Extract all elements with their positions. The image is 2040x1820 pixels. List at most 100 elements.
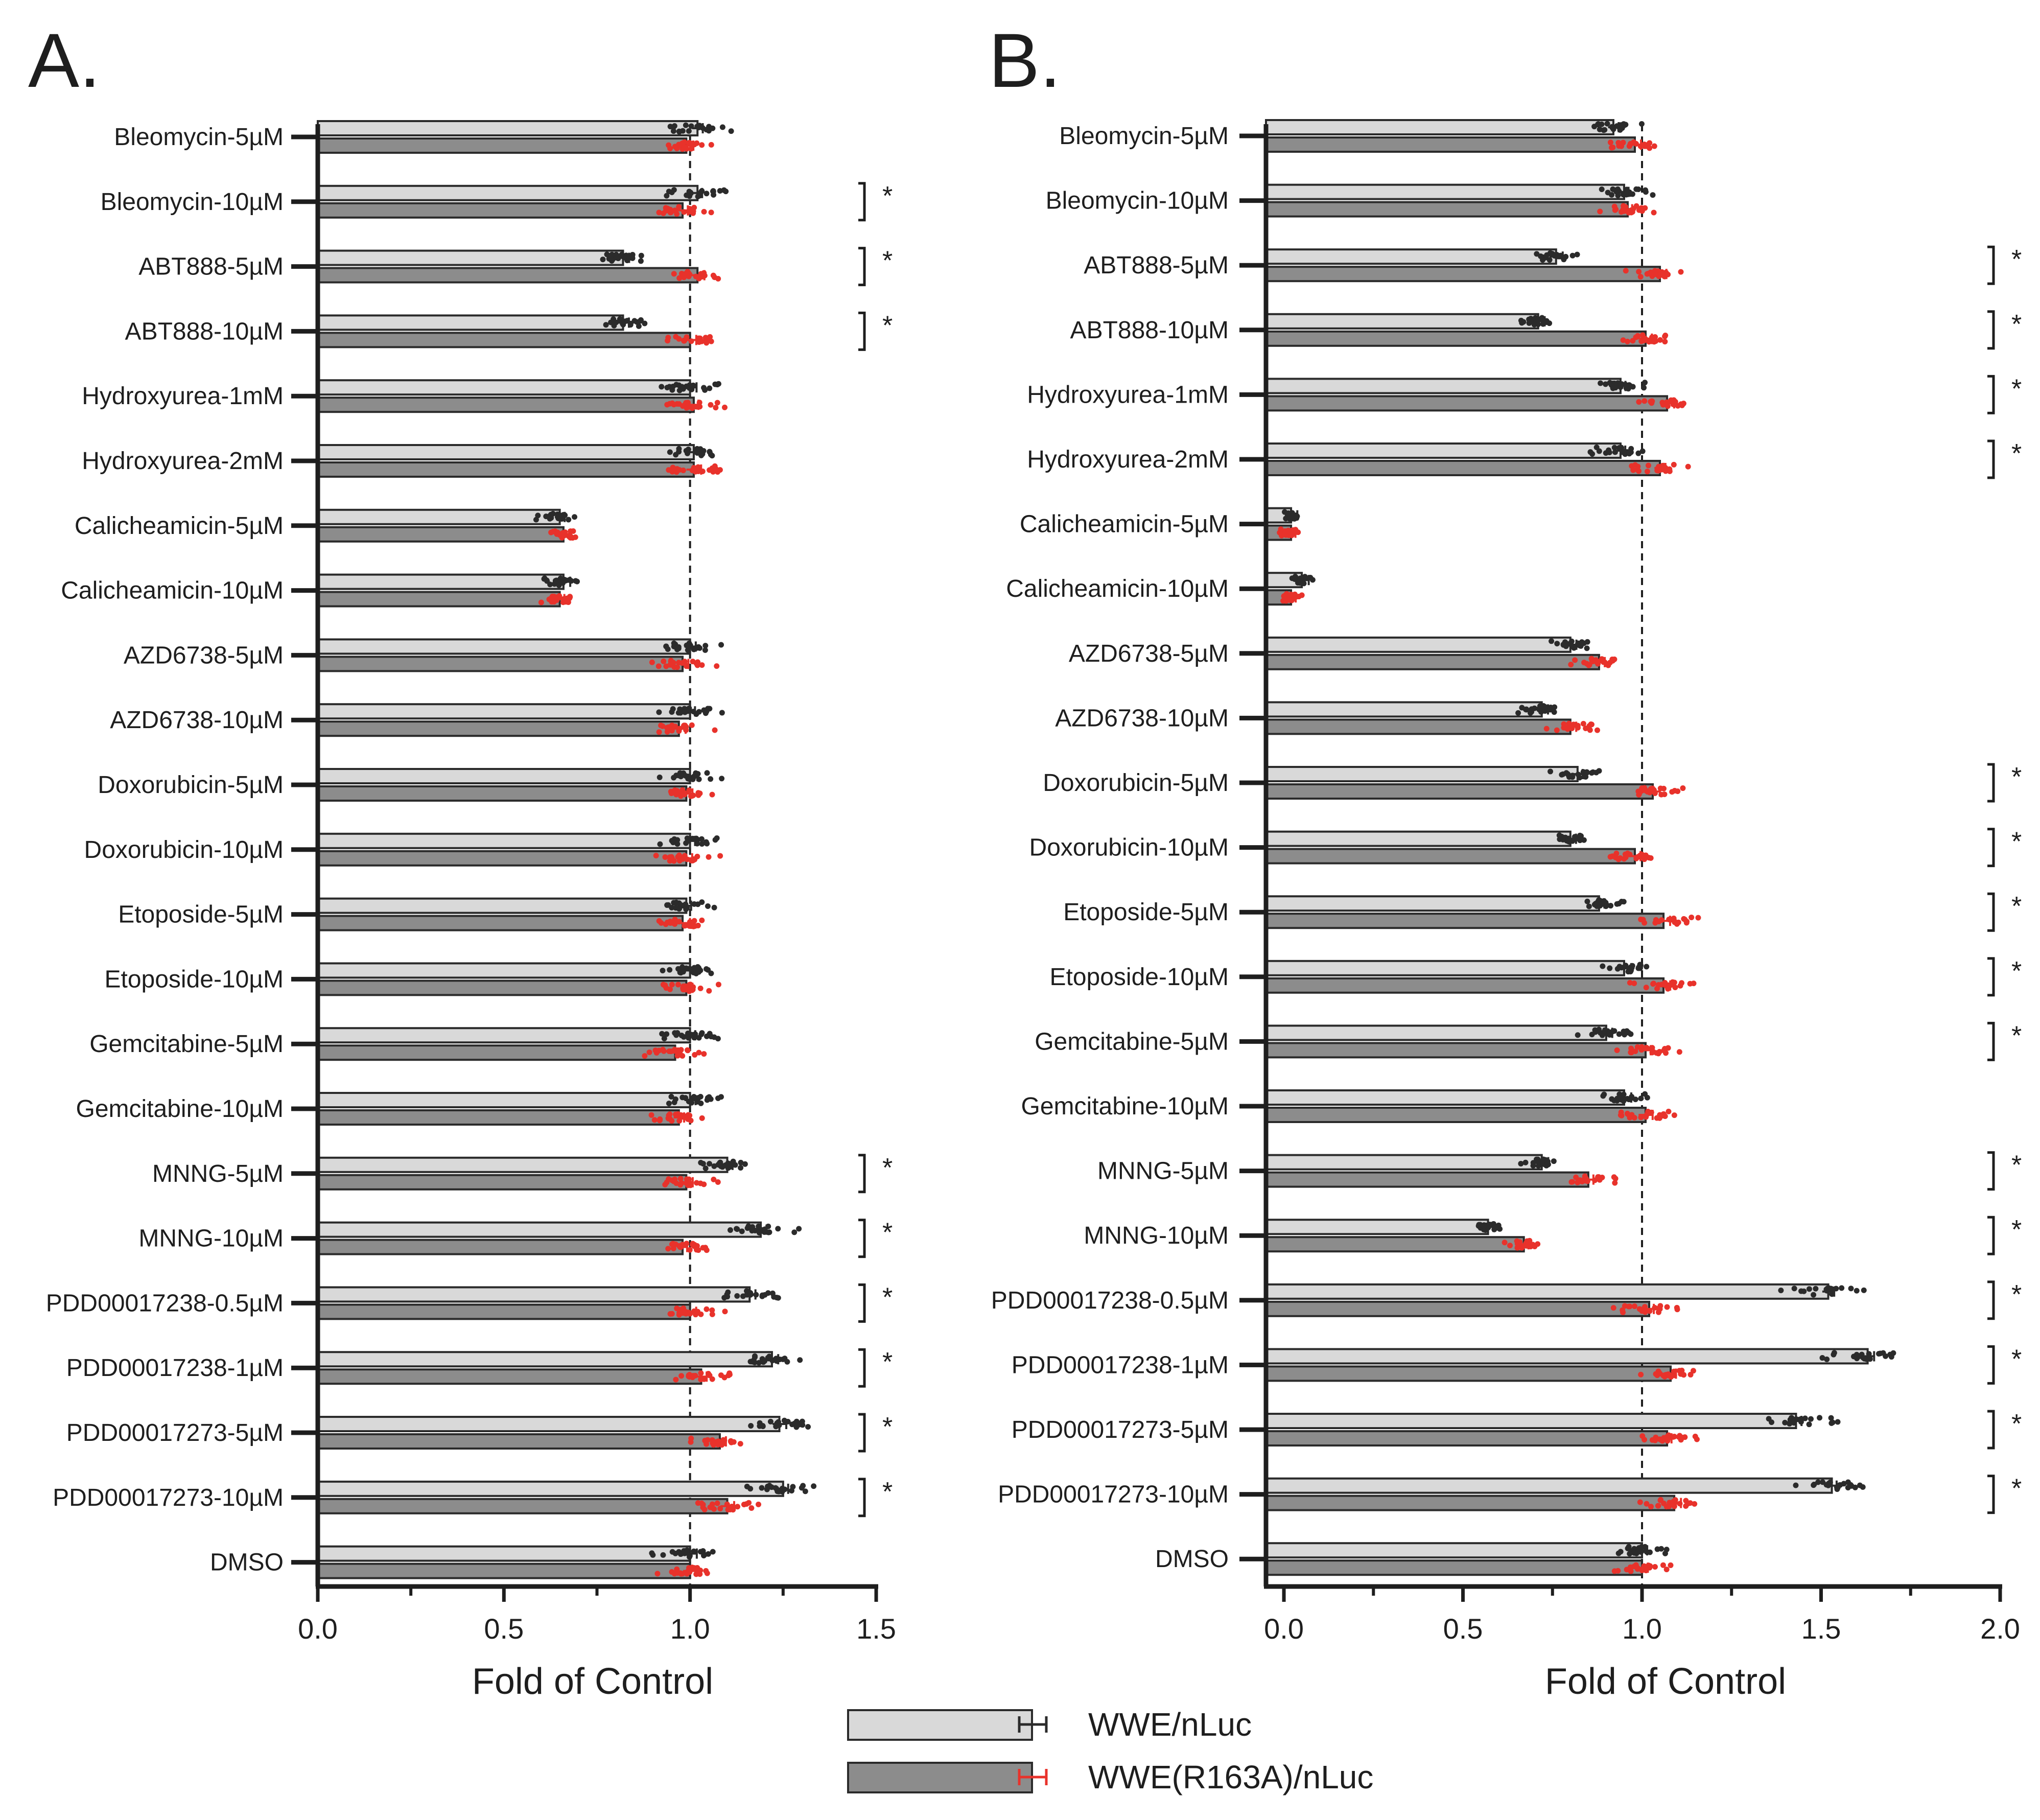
- replicate-dot: [696, 400, 702, 406]
- category-label: Etoposide-10µM: [104, 966, 284, 993]
- replicate-dot: [674, 841, 681, 847]
- replicate-dot: [1609, 1029, 1615, 1035]
- replicate-dot: [1642, 920, 1648, 926]
- bar: [317, 1174, 688, 1191]
- replicate-dot: [1656, 1048, 1662, 1055]
- replicate-dot: [1661, 1047, 1667, 1054]
- replicate-dot: [1643, 187, 1649, 193]
- replicate-dot: [1544, 1158, 1551, 1164]
- x-tick-label: 0.5: [1443, 1613, 1483, 1645]
- replicate-dot: [683, 901, 689, 907]
- replicate-dot: [701, 1051, 707, 1057]
- replicate-dot: [1627, 1096, 1633, 1103]
- replicate-dot: [695, 464, 701, 470]
- significance-bracket: [858, 1219, 866, 1258]
- replicate-dot: [1638, 1095, 1644, 1102]
- replicate-dot: [1833, 1286, 1839, 1292]
- replicate-dot: [718, 1372, 724, 1378]
- replicate-dot: [677, 1176, 684, 1182]
- significance-bracket: [858, 311, 866, 351]
- replicate-dot: [1831, 1350, 1837, 1356]
- bar: [317, 832, 691, 849]
- replicate-dot: [650, 1552, 656, 1558]
- replicate-dot: [702, 647, 708, 653]
- replicate-dot: [1823, 1287, 1830, 1293]
- replicate-dot: [1569, 252, 1576, 259]
- replicate-dot: [683, 1311, 689, 1317]
- replicate-dot: [1523, 707, 1530, 713]
- replicate-dot: [698, 1311, 704, 1317]
- category-label: Doxorubicin-5µM: [98, 772, 284, 799]
- significance-star: *: [2011, 439, 2022, 469]
- bar: [1265, 248, 1557, 265]
- replicate-dot: [553, 577, 559, 584]
- replicate-dot: [1568, 638, 1575, 644]
- category-label: Hydroxyurea-1mM: [1027, 381, 1229, 408]
- significance-bracket: [1987, 763, 1995, 803]
- replicate-dot: [1592, 1027, 1598, 1033]
- category-row: PDD00017238-0.5µM *: [991, 1280, 2022, 1320]
- replicate-dot: [1531, 321, 1537, 328]
- replicate-dot: [667, 662, 673, 668]
- replicate-dot: [1639, 1567, 1645, 1573]
- replicate-dot: [1295, 580, 1301, 586]
- replicate-dot: [1672, 788, 1678, 794]
- replicate-dot: [631, 318, 638, 324]
- replicate-dot: [1624, 186, 1630, 193]
- replicate-dot: [1624, 1110, 1630, 1116]
- replicate-dot: [1867, 1356, 1873, 1362]
- replicate-dot: [664, 384, 670, 390]
- bar: [317, 1562, 691, 1579]
- replicate-dot: [1518, 317, 1524, 323]
- replicate-dot: [1547, 250, 1553, 256]
- replicate-dot: [1624, 1028, 1630, 1034]
- replicate-dot: [672, 789, 678, 795]
- x-tick-label: 0.0: [298, 1613, 338, 1645]
- category-label: ABT888-10µM: [1070, 317, 1229, 344]
- replicate-dot: [674, 837, 681, 843]
- replicate-dot: [805, 1424, 811, 1430]
- replicate-dot: [663, 921, 669, 927]
- replicate-dot: [1647, 1565, 1653, 1571]
- replicate-dot: [556, 512, 562, 519]
- replicate-dot: [1671, 1112, 1677, 1118]
- replicate-dot: [673, 900, 679, 906]
- category-label: PDD00017273-10µM: [53, 1484, 284, 1511]
- replicate-dot: [1542, 704, 1548, 710]
- x-tick-label: 1.5: [1801, 1613, 1841, 1645]
- replicate-dot: [1793, 1482, 1799, 1488]
- replicate-dot: [1652, 268, 1658, 274]
- replicate-dot: [700, 1548, 706, 1554]
- replicate-dot: [653, 853, 659, 859]
- replicate-dot: [676, 401, 682, 407]
- replicate-dot: [1644, 1094, 1650, 1101]
- replicate-dot: [687, 1247, 693, 1253]
- replicate-dot: [1649, 1437, 1655, 1443]
- significance-star: *: [2011, 956, 2022, 986]
- replicate-dot: [692, 1309, 698, 1315]
- replicate-dot: [1828, 1415, 1834, 1421]
- panel-b-x-axis-title: Fold of Control: [1545, 1661, 1786, 1702]
- replicate-dot: [709, 1311, 715, 1317]
- replicate-dot: [765, 1290, 771, 1296]
- replicate-dot: [1636, 1548, 1642, 1554]
- bar: [317, 1286, 751, 1303]
- category-row: Etoposide-5µM: [118, 897, 717, 931]
- bar: [1265, 1477, 1833, 1494]
- replicate-dot: [1277, 529, 1283, 535]
- replicate-dot: [676, 773, 682, 779]
- bar: [317, 1239, 684, 1255]
- category-label: Etoposide-5µM: [118, 901, 284, 928]
- replicate-dot: [1547, 768, 1554, 775]
- replicate-dot: [691, 1548, 697, 1554]
- replicate-dot: [1791, 1286, 1797, 1292]
- replicate-dot: [669, 1311, 675, 1317]
- replicate-dot: [563, 577, 569, 584]
- replicate-dot: [1607, 660, 1613, 666]
- replicate-dot: [715, 1179, 721, 1185]
- replicate-dot: [710, 1440, 716, 1446]
- replicate-dot: [1861, 1287, 1867, 1293]
- replicate-dot: [1823, 1482, 1830, 1488]
- replicate-dot: [1514, 1238, 1520, 1244]
- replicate-dot: [1604, 121, 1610, 127]
